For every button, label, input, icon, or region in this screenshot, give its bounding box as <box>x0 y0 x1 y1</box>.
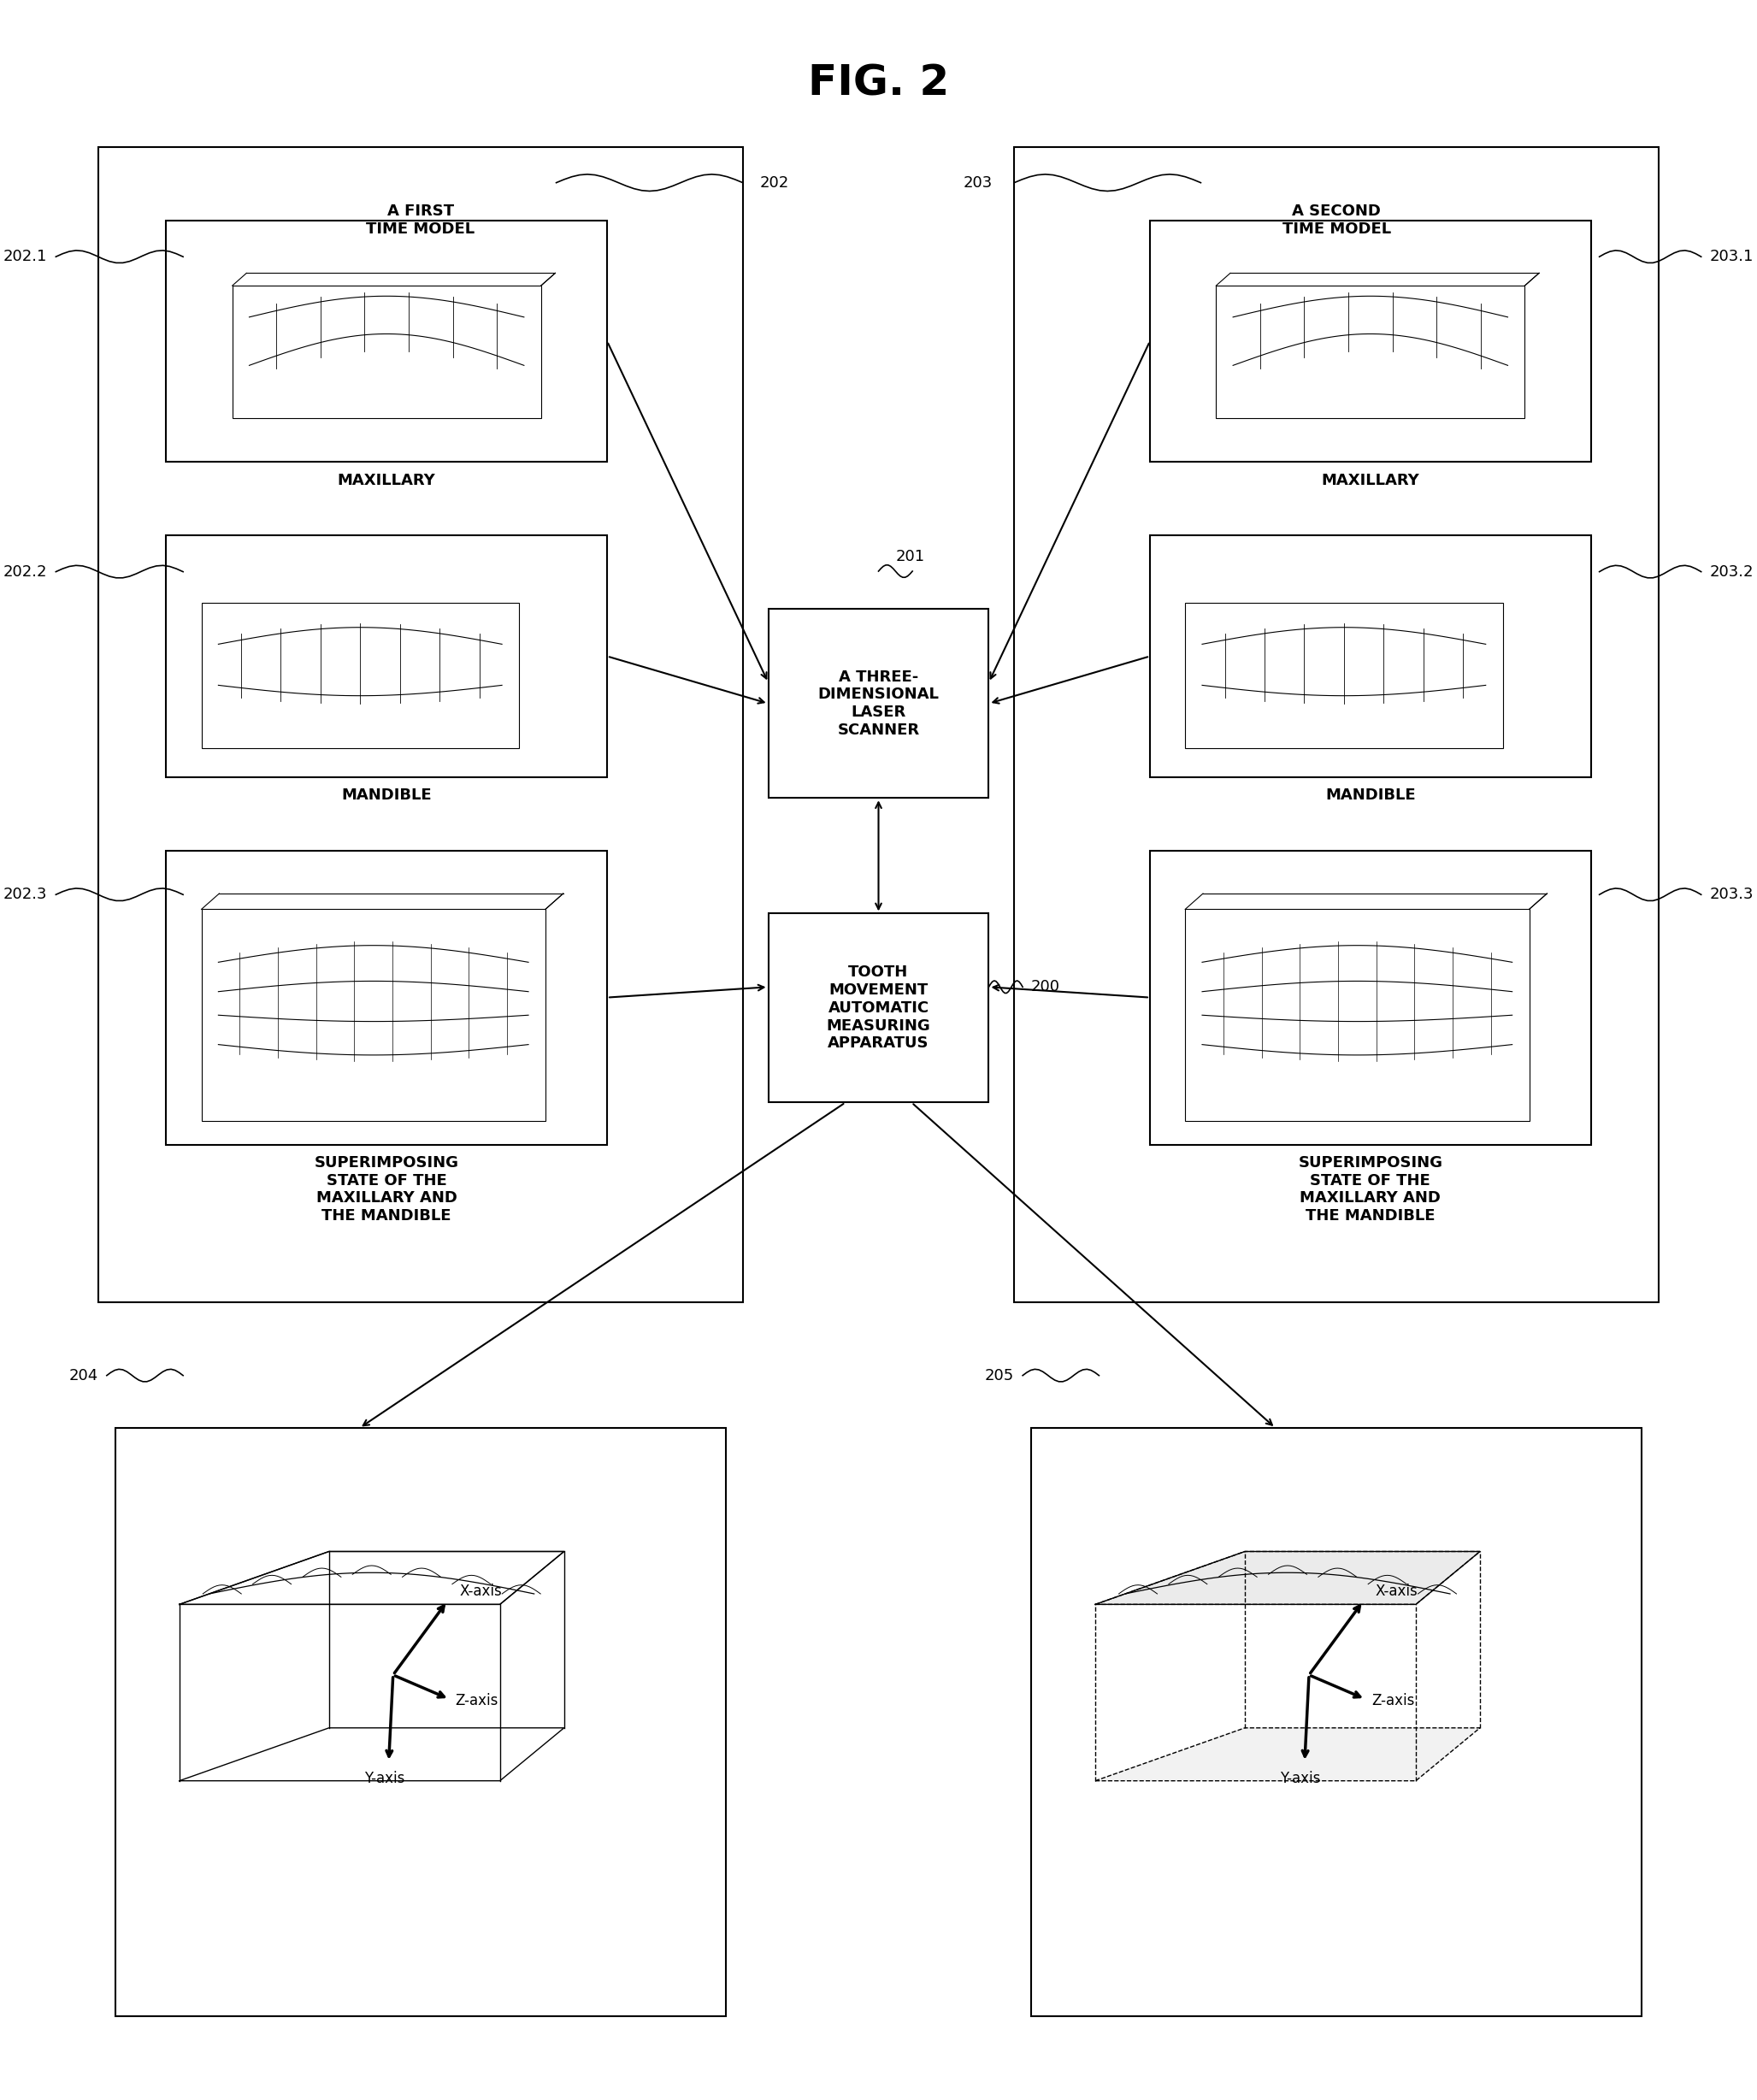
Text: Y-axis: Y-axis <box>364 1770 404 1787</box>
FancyBboxPatch shape <box>768 914 989 1102</box>
Text: MAXILLARY: MAXILLARY <box>337 473 436 487</box>
Bar <box>98 147 743 1302</box>
Bar <box>1149 536 1590 777</box>
Text: A SECOND
TIME MODEL: A SECOND TIME MODEL <box>1283 204 1392 237</box>
Text: A FIRST
TIME MODEL: A FIRST TIME MODEL <box>365 204 474 237</box>
Text: MAXILLARY: MAXILLARY <box>1321 473 1420 487</box>
Text: 202.1: 202.1 <box>4 250 47 265</box>
Bar <box>1216 286 1525 418</box>
Text: X-axis: X-axis <box>1376 1583 1418 1598</box>
Text: 203.2: 203.2 <box>1710 565 1753 580</box>
Bar <box>1014 147 1659 1302</box>
FancyBboxPatch shape <box>1200 153 1472 290</box>
Text: Z-axis: Z-axis <box>455 1693 499 1709</box>
Text: 203.1: 203.1 <box>1710 250 1753 265</box>
Text: 203: 203 <box>963 174 993 191</box>
Text: A THREE-
DIMENSIONAL
LASER
SCANNER: A THREE- DIMENSIONAL LASER SCANNER <box>817 670 940 737</box>
FancyBboxPatch shape <box>768 609 989 798</box>
Text: MANDIBLE: MANDIBLE <box>341 788 432 802</box>
Polygon shape <box>1095 1552 1479 1604</box>
Text: Z-axis: Z-axis <box>1372 1693 1414 1709</box>
Text: 203.3: 203.3 <box>1710 886 1753 903</box>
Text: X-axis: X-axis <box>459 1583 503 1598</box>
Text: 202: 202 <box>759 174 789 191</box>
Text: MANDIBLE: MANDIBLE <box>1325 788 1416 802</box>
Bar <box>202 909 545 1121</box>
Bar <box>1149 220 1590 462</box>
Text: 204: 204 <box>69 1367 98 1384</box>
Bar <box>232 286 541 418</box>
Text: 201: 201 <box>896 548 924 565</box>
Bar <box>167 220 608 462</box>
Text: TOOTH
MOVEMENT
AUTOMATIC
MEASURING
APPARATUS: TOOTH MOVEMENT AUTOMATIC MEASURING APPAR… <box>826 964 931 1052</box>
Text: Y-axis: Y-axis <box>1281 1770 1321 1787</box>
Bar <box>116 1428 726 2016</box>
Bar <box>167 851 608 1144</box>
Bar <box>1186 603 1502 748</box>
Bar <box>167 536 608 777</box>
Text: 202.3: 202.3 <box>4 886 47 903</box>
Bar <box>202 603 518 748</box>
Text: FIG. 2: FIG. 2 <box>808 63 949 105</box>
Bar <box>1186 909 1529 1121</box>
Text: SUPERIMPOSING
STATE OF THE
MAXILLARY AND
THE MANDIBLE: SUPERIMPOSING STATE OF THE MAXILLARY AND… <box>315 1155 459 1224</box>
Text: SUPERIMPOSING
STATE OF THE
MAXILLARY AND
THE MANDIBLE: SUPERIMPOSING STATE OF THE MAXILLARY AND… <box>1298 1155 1442 1224</box>
Text: 205: 205 <box>986 1367 1014 1384</box>
FancyBboxPatch shape <box>285 153 557 290</box>
Bar <box>1031 1428 1641 2016</box>
Text: 202.2: 202.2 <box>4 565 47 580</box>
Bar <box>1149 851 1590 1144</box>
Text: 200: 200 <box>1031 979 1059 995</box>
Polygon shape <box>1095 1728 1479 1781</box>
